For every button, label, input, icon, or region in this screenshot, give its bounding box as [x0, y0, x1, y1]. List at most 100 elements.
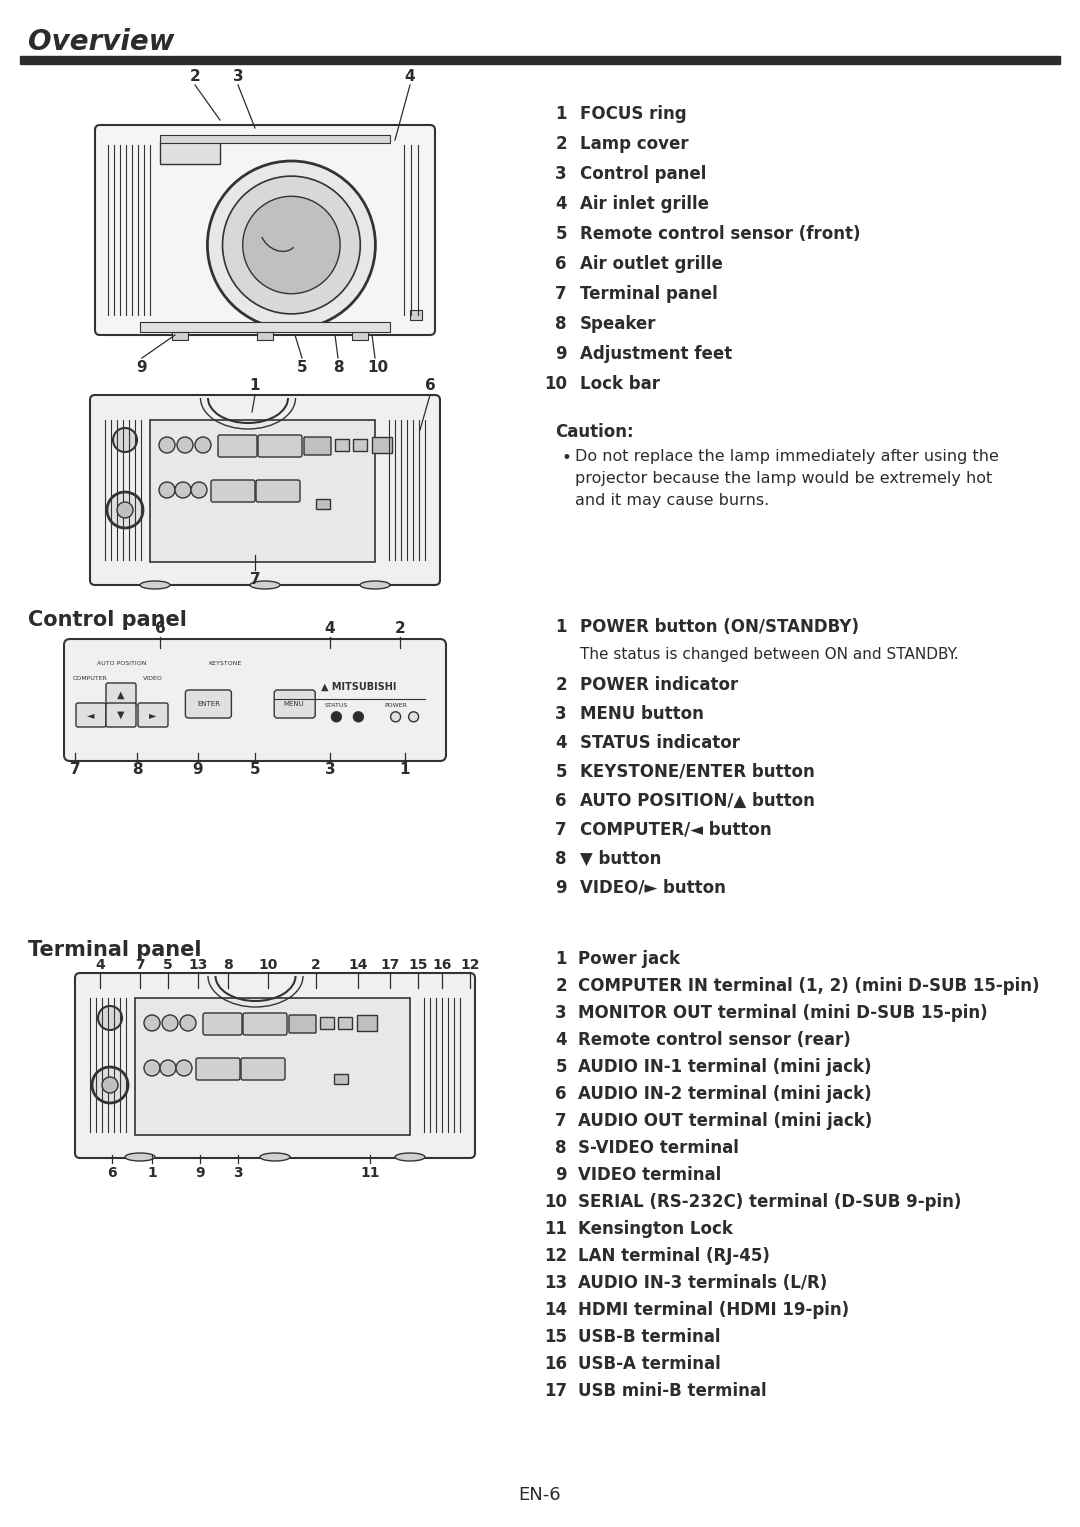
Text: Lock bar: Lock bar: [580, 376, 660, 392]
Text: USB mini-B terminal: USB mini-B terminal: [578, 1382, 767, 1400]
Text: 8: 8: [555, 851, 567, 867]
FancyBboxPatch shape: [357, 1015, 377, 1031]
Text: 6: 6: [154, 621, 165, 637]
Text: 3: 3: [555, 705, 567, 722]
Text: 6: 6: [424, 379, 435, 392]
Text: 3: 3: [555, 165, 567, 183]
Circle shape: [243, 197, 340, 293]
Text: 16: 16: [432, 957, 451, 973]
Text: 2: 2: [555, 977, 567, 996]
Circle shape: [144, 1060, 160, 1077]
Text: 4: 4: [405, 69, 416, 84]
Text: 2: 2: [311, 957, 321, 973]
Bar: [21, 56, 1059, 64]
Bar: [320, 1017, 334, 1029]
Circle shape: [195, 437, 211, 454]
Text: AUTO POSITION/▲ button: AUTO POSITION/▲ button: [580, 793, 815, 809]
Circle shape: [176, 1060, 192, 1077]
Text: 9: 9: [195, 1167, 205, 1180]
Text: 9: 9: [555, 880, 567, 896]
Text: KEYSTONE/ENTER button: KEYSTONE/ENTER button: [580, 764, 814, 780]
Circle shape: [180, 1015, 195, 1031]
Circle shape: [107, 492, 143, 528]
Text: 5: 5: [555, 224, 567, 243]
Text: 3: 3: [233, 1167, 243, 1180]
Text: USB-A terminal: USB-A terminal: [578, 1354, 720, 1373]
Circle shape: [175, 483, 191, 498]
Text: Control panel: Control panel: [580, 165, 706, 183]
Circle shape: [162, 1015, 178, 1031]
Text: 8: 8: [555, 1139, 567, 1157]
Text: 7: 7: [249, 573, 260, 586]
Bar: [150, 420, 375, 562]
FancyBboxPatch shape: [186, 690, 231, 718]
Text: 15: 15: [544, 1328, 567, 1345]
FancyBboxPatch shape: [241, 1058, 285, 1080]
Text: 3: 3: [232, 69, 243, 84]
Circle shape: [159, 437, 175, 454]
Circle shape: [353, 712, 363, 722]
Text: 14: 14: [544, 1301, 567, 1319]
Text: 10: 10: [367, 360, 389, 376]
Text: AUDIO IN-1 terminal (mini jack): AUDIO IN-1 terminal (mini jack): [578, 1058, 872, 1077]
FancyBboxPatch shape: [195, 1058, 240, 1080]
Text: and it may cause burns.: and it may cause burns.: [575, 493, 769, 508]
Text: Remote control sensor (rear): Remote control sensor (rear): [578, 1031, 851, 1049]
Bar: [140, 322, 390, 331]
Text: 9: 9: [555, 1167, 567, 1183]
Text: Power jack: Power jack: [578, 950, 680, 968]
Text: Air outlet grille: Air outlet grille: [580, 255, 723, 273]
Text: 5: 5: [555, 1058, 567, 1077]
FancyBboxPatch shape: [211, 479, 255, 502]
Text: COMPUTER: COMPUTER: [72, 676, 107, 681]
Text: 3: 3: [555, 1003, 567, 1022]
Text: HDMI terminal (HDMI 19-pin): HDMI terminal (HDMI 19-pin): [578, 1301, 849, 1319]
Text: 10: 10: [544, 1193, 567, 1211]
Circle shape: [332, 712, 341, 722]
Bar: [135, 999, 410, 1135]
Text: ENTER: ENTER: [197, 701, 220, 707]
Text: 1: 1: [555, 950, 567, 968]
Text: MONITOR OUT terminal (mini D-SUB 15-pin): MONITOR OUT terminal (mini D-SUB 15-pin): [578, 1003, 987, 1022]
Text: 7: 7: [555, 286, 567, 302]
Bar: [160, 142, 220, 163]
Text: 8: 8: [333, 360, 343, 376]
Text: 7: 7: [70, 762, 80, 777]
Text: projector because the lamp would be extremely hot: projector because the lamp would be extr…: [575, 470, 993, 486]
Text: 2: 2: [555, 134, 567, 153]
Text: 8: 8: [132, 762, 143, 777]
Text: 3: 3: [325, 762, 335, 777]
Text: 6: 6: [555, 255, 567, 273]
Bar: [160, 134, 390, 144]
Text: Terminal panel: Terminal panel: [28, 941, 202, 960]
Text: 7: 7: [555, 822, 567, 838]
Ellipse shape: [140, 580, 170, 589]
Text: 7: 7: [555, 1112, 567, 1130]
Text: 17: 17: [544, 1382, 567, 1400]
Text: 17: 17: [380, 957, 400, 973]
Text: STATUS: STATUS: [325, 702, 348, 709]
Text: MENU: MENU: [284, 701, 305, 707]
Text: Air inlet grille: Air inlet grille: [580, 195, 708, 212]
FancyBboxPatch shape: [106, 683, 136, 707]
Text: 6: 6: [555, 1086, 567, 1102]
Text: Remote control sensor (front): Remote control sensor (front): [580, 224, 861, 243]
Text: 14: 14: [348, 957, 368, 973]
Text: 4: 4: [555, 1031, 567, 1049]
Circle shape: [191, 483, 207, 498]
Text: MENU button: MENU button: [580, 705, 704, 722]
Circle shape: [207, 160, 376, 328]
Text: AUTO POSITION: AUTO POSITION: [97, 661, 147, 666]
Text: Kensington Lock: Kensington Lock: [578, 1220, 733, 1238]
FancyBboxPatch shape: [372, 437, 392, 454]
Text: 1: 1: [555, 618, 567, 637]
Text: ▼ button: ▼ button: [580, 851, 661, 867]
Text: FOCUS ring: FOCUS ring: [580, 105, 687, 124]
Bar: [335, 438, 349, 450]
FancyBboxPatch shape: [303, 437, 330, 455]
Text: 2: 2: [555, 676, 567, 693]
Text: 4: 4: [555, 734, 567, 751]
Text: 13: 13: [544, 1274, 567, 1292]
FancyBboxPatch shape: [218, 435, 257, 457]
Text: 5: 5: [297, 360, 308, 376]
